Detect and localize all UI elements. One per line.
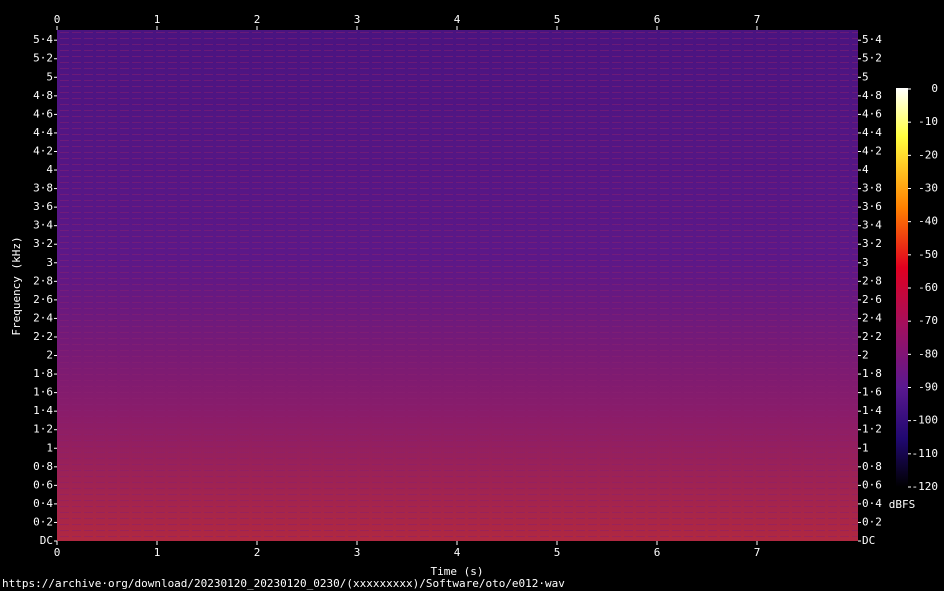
y-tick-label-right: 0·8 xyxy=(862,460,882,473)
x-tick-label-top: 4 xyxy=(454,13,461,26)
y-tick-label: DC xyxy=(40,534,53,547)
colorbar-tick-label: -80 xyxy=(918,347,938,360)
y-tick-label-right: 0·4 xyxy=(862,497,882,510)
y-tick-label: 1·4 xyxy=(33,404,53,417)
spectrogram-texture xyxy=(57,30,858,541)
x-tick-label-top: 2 xyxy=(254,13,261,26)
colorbar-tick-label: -30 xyxy=(918,182,938,195)
colorbar-tick-label: 0 xyxy=(931,82,938,95)
x-tick-label-top: 5 xyxy=(554,13,561,26)
x-tick-label-top: 1 xyxy=(154,13,161,26)
colorbar-tick-label: -40 xyxy=(918,215,938,228)
y-tick-label-right: 3·4 xyxy=(862,219,882,232)
y-tick-label-right: 1·8 xyxy=(862,367,882,380)
y-tick-label: 3·4 xyxy=(33,219,53,232)
colorbar-tick-label: -70 xyxy=(918,314,938,327)
y-tick-label-right: 0·6 xyxy=(862,478,882,491)
x-tick-label-top: 0 xyxy=(54,13,61,26)
y-tick-label: 2·6 xyxy=(33,293,53,306)
y-axis-label: Frequency (kHz) xyxy=(10,236,23,335)
x-tick-label-top: 3 xyxy=(354,13,361,26)
y-tick-label-right: 2·4 xyxy=(862,311,882,324)
y-tick-label-right: 1·4 xyxy=(862,404,882,417)
y-tick-label: 2·8 xyxy=(33,274,53,287)
y-tick-label-right: 4·6 xyxy=(862,107,882,120)
colorbar-tick-label: -10 xyxy=(918,115,938,128)
y-tick-label: 5·4 xyxy=(33,33,53,46)
y-tick-label: 5 xyxy=(46,70,53,83)
y-tick-label: 4·4 xyxy=(33,126,53,139)
x-tick-label: 4 xyxy=(454,546,461,559)
y-tick-label-right: 5 xyxy=(862,70,869,83)
y-tick-label-right: 3·2 xyxy=(862,237,882,250)
y-tick-label-right: 2·8 xyxy=(862,274,882,287)
x-tick-label: 5 xyxy=(554,546,561,559)
footer: https://archive·org/download/20230120_20… xyxy=(2,577,565,590)
colorbar-tick-label: -120 xyxy=(912,480,939,493)
y-tick-label-right: 3·8 xyxy=(862,182,882,195)
x-tick-label: 2 xyxy=(254,546,261,559)
colorbar-tick-label: -60 xyxy=(918,281,938,294)
y-tick-label-right: 3 xyxy=(862,256,869,269)
colorbar-tick-label: -50 xyxy=(918,248,938,261)
x-axis-label: Time (s) xyxy=(431,565,484,578)
y-tick-label-right: 5·2 xyxy=(862,52,882,65)
y-tick-label-right: 4·2 xyxy=(862,144,882,157)
y-tick-label: 3·8 xyxy=(33,182,53,195)
y-tick-label: 4·6 xyxy=(33,107,53,120)
y-tick-label: 2 xyxy=(46,349,53,362)
x-tick-label-top: 6 xyxy=(654,13,661,26)
x-tick-label: 3 xyxy=(354,546,361,559)
colorbar xyxy=(896,88,908,487)
y-tick-label: 2·2 xyxy=(33,330,53,343)
y-tick-label-right: 5·4 xyxy=(862,33,882,46)
y-tick-label: 0·2 xyxy=(33,515,53,528)
x-tick-label: 7 xyxy=(754,546,761,559)
y-tick-label: 1·2 xyxy=(33,423,53,436)
colorbar-label: dBFS xyxy=(889,498,916,511)
y-tick-label: 1 xyxy=(46,441,53,454)
y-tick-label: 3·6 xyxy=(33,200,53,213)
y-tick-label-right: 4·8 xyxy=(862,89,882,102)
colorbar-tick-label: -110 xyxy=(912,447,939,460)
y-tick-label-right: 1 xyxy=(862,441,869,454)
y-tick-label-right: 4 xyxy=(862,163,869,176)
y-tick-label-right: 4·4 xyxy=(862,126,882,139)
y-tick-label: 1·6 xyxy=(33,386,53,399)
x-tick-label: 0 xyxy=(54,546,61,559)
y-tick-label-right: 2 xyxy=(862,349,869,362)
colorbar-tick-label: -100 xyxy=(912,414,939,427)
y-tick-label: 5·2 xyxy=(33,52,53,65)
y-tick-label: 0·6 xyxy=(33,478,53,491)
x-tick-label: 1 xyxy=(154,546,161,559)
y-tick-label-right: 1·2 xyxy=(862,423,882,436)
y-tick-label-right: 2·2 xyxy=(862,330,882,343)
y-tick-label: 4·2 xyxy=(33,144,53,157)
y-tick-label: 1·8 xyxy=(33,367,53,380)
y-tick-label: 4·8 xyxy=(33,89,53,102)
x-tick-label: 6 xyxy=(654,546,661,559)
colorbar-tick-label: -90 xyxy=(918,381,938,394)
y-tick-label: 3 xyxy=(46,256,53,269)
y-tick-label: 2·4 xyxy=(33,311,53,324)
x-tick-label-top: 7 xyxy=(754,13,761,26)
y-tick-label-right: 3·6 xyxy=(862,200,882,213)
y-tick-label: 4 xyxy=(46,163,53,176)
colorbar-tick-label: -20 xyxy=(918,148,938,161)
y-tick-label-right: DC xyxy=(862,534,875,547)
y-tick-label: 0·8 xyxy=(33,460,53,473)
y-tick-label-right: 1·6 xyxy=(862,386,882,399)
y-tick-label-right: 0·2 xyxy=(862,515,882,528)
y-tick-label-right: 2·6 xyxy=(862,293,882,306)
y-tick-label: 3·2 xyxy=(33,237,53,250)
y-tick-label: 0·4 xyxy=(33,497,53,510)
